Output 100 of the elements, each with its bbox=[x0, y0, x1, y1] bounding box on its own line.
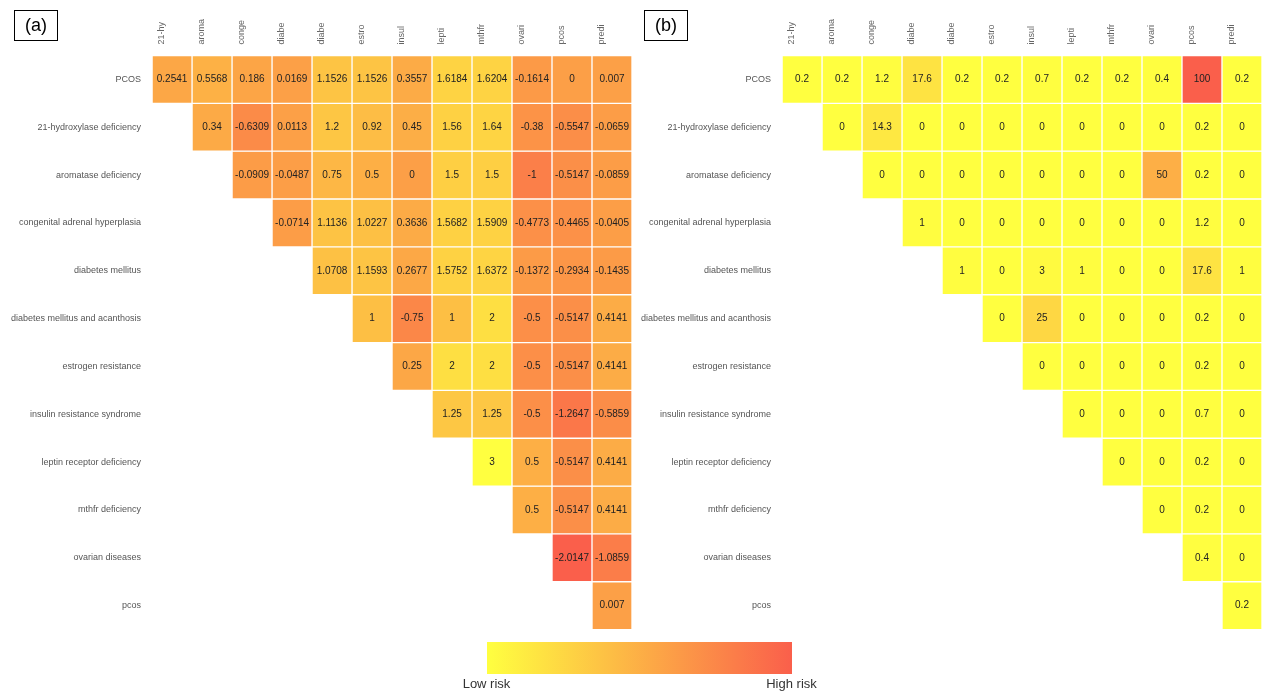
x-tick-label: mthfr bbox=[1105, 23, 1116, 45]
data-label: 0 bbox=[1119, 360, 1126, 372]
data-label: 0 bbox=[1159, 312, 1166, 324]
data-label: 17.6 bbox=[912, 73, 933, 85]
data-label: 0 bbox=[959, 121, 966, 133]
data-label: 0 bbox=[1119, 312, 1126, 324]
data-label: 0.3557 bbox=[396, 73, 428, 85]
data-label: -0.0859 bbox=[595, 168, 630, 180]
data-label: 0 bbox=[1079, 312, 1086, 324]
data-label: 0 bbox=[1159, 264, 1166, 276]
x-tick-label: diabe bbox=[905, 22, 916, 45]
y-tick-label: leptin receptor deficiency bbox=[41, 456, 142, 467]
data-label: 1.0227 bbox=[356, 216, 388, 228]
data-label: -0.1435 bbox=[595, 264, 630, 276]
data-label: -0.5147 bbox=[555, 168, 590, 180]
data-label: -1.0859 bbox=[595, 551, 630, 563]
data-label: 0 bbox=[569, 73, 576, 85]
data-label: -0.0659 bbox=[595, 121, 630, 133]
data-label: -0.4773 bbox=[515, 216, 550, 228]
data-label: 0 bbox=[1119, 168, 1126, 180]
y-tick-label: 21-hydroxylase deficiency bbox=[667, 121, 772, 132]
data-label: 0.2 bbox=[995, 73, 1010, 85]
x-tick-label: ovari bbox=[515, 24, 526, 45]
x-tick-label: conge bbox=[865, 19, 876, 45]
data-label: 1.5909 bbox=[476, 216, 508, 228]
data-label: 0 bbox=[1039, 360, 1046, 372]
data-label: 0.2 bbox=[835, 73, 850, 85]
data-label: -0.1614 bbox=[515, 73, 550, 85]
data-label: -0.75 bbox=[400, 312, 424, 324]
data-label: 1.2 bbox=[1195, 216, 1210, 228]
x-tick-label: insul bbox=[395, 25, 406, 45]
data-label: -0.5147 bbox=[555, 312, 590, 324]
data-label: 0.2 bbox=[1195, 503, 1210, 515]
data-label: 0 bbox=[1239, 168, 1246, 180]
data-label: 0.4 bbox=[1195, 551, 1210, 563]
data-label: 0 bbox=[1239, 455, 1246, 467]
data-label: 0.186 bbox=[239, 73, 266, 85]
data-label: -1 bbox=[527, 168, 537, 180]
data-label: 1.6184 bbox=[436, 73, 468, 85]
data-label: 0 bbox=[1039, 216, 1046, 228]
data-label: 0.75 bbox=[322, 168, 343, 180]
data-label: 1.6204 bbox=[476, 73, 508, 85]
x-tick-label: pcos bbox=[555, 25, 566, 45]
chart-title: (a) bbox=[14, 10, 58, 41]
data-label: -0.0487 bbox=[275, 168, 310, 180]
data-label: 1.25 bbox=[442, 408, 463, 420]
data-label: 0 bbox=[1159, 408, 1166, 420]
data-label: -0.0909 bbox=[235, 168, 270, 180]
data-label: 0 bbox=[1079, 168, 1086, 180]
y-tick-label: mthfr deficiency bbox=[78, 504, 142, 515]
data-label: -0.5547 bbox=[555, 121, 590, 133]
data-label: 0 bbox=[1239, 216, 1246, 228]
x-tick-label: pcos bbox=[1185, 25, 1196, 45]
y-tick-label: PCOS bbox=[745, 73, 772, 84]
data-label: 0.92 bbox=[362, 121, 383, 133]
data-label: 0.7 bbox=[1035, 73, 1050, 85]
data-label: 2 bbox=[489, 312, 496, 324]
data-label: 0 bbox=[1119, 121, 1126, 133]
data-label: 0.007 bbox=[599, 73, 625, 85]
data-label: 0.2 bbox=[1195, 455, 1210, 467]
data-label: 0 bbox=[1239, 503, 1246, 515]
data-label: 0 bbox=[919, 121, 926, 133]
data-label: 0.4 bbox=[1155, 73, 1170, 85]
data-label: 1 bbox=[369, 312, 376, 324]
data-label: 0.2677 bbox=[396, 264, 428, 276]
data-label: 0 bbox=[959, 216, 966, 228]
x-tick-label: lepti bbox=[435, 27, 446, 45]
data-label: 0 bbox=[1079, 216, 1086, 228]
x-tick-label: diabe bbox=[315, 22, 326, 45]
data-label: -0.6309 bbox=[235, 121, 270, 133]
data-label: 0.4141 bbox=[596, 360, 628, 372]
data-label: -0.0405 bbox=[595, 216, 630, 228]
data-label: -1.2647 bbox=[555, 408, 590, 420]
y-tick-label: ovarian diseases bbox=[73, 552, 142, 563]
data-label: -0.5147 bbox=[555, 503, 590, 515]
data-label: 0.45 bbox=[402, 121, 423, 133]
data-label: 0.25 bbox=[402, 360, 423, 372]
data-label: 0.7 bbox=[1195, 408, 1210, 420]
x-tick-label: 21-hy bbox=[155, 21, 166, 45]
y-tick-label: estrogen resistance bbox=[62, 360, 142, 371]
data-label: 1 bbox=[1079, 264, 1086, 276]
data-label: 3 bbox=[489, 455, 496, 467]
x-tick-label: 21-hy bbox=[785, 21, 796, 45]
y-tick-label: ovarian diseases bbox=[703, 552, 772, 563]
data-label: -0.38 bbox=[520, 121, 544, 133]
data-label: 1.56 bbox=[442, 121, 463, 133]
y-tick-label: diabetes mellitus and acanthosis bbox=[11, 313, 142, 324]
data-label: 0 bbox=[1079, 360, 1086, 372]
data-label: 0 bbox=[1159, 503, 1166, 515]
data-label: 0 bbox=[1159, 216, 1166, 228]
data-label: 1.1526 bbox=[316, 73, 348, 85]
x-tick-label: lepti bbox=[1065, 27, 1076, 45]
data-label: 0.2 bbox=[1075, 73, 1090, 85]
y-tick-label: pcos bbox=[752, 600, 772, 611]
data-label: 1 bbox=[959, 264, 966, 276]
data-label: 0.5 bbox=[365, 168, 380, 180]
data-label: 0 bbox=[1119, 408, 1126, 420]
data-label: 0.2541 bbox=[156, 73, 188, 85]
data-label: 0 bbox=[1079, 408, 1086, 420]
y-tick-label: diabetes mellitus bbox=[704, 265, 772, 276]
